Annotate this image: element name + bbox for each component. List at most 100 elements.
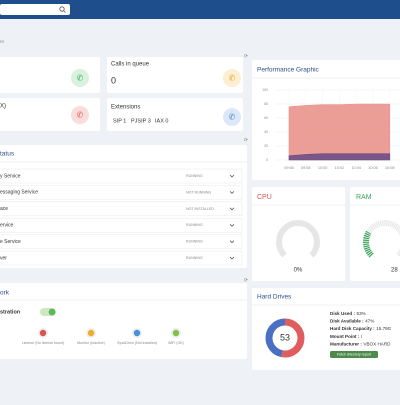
- card-title: Extensions: [111, 105, 140, 111]
- detail: Mount Point : /: [330, 334, 363, 339]
- service-row[interactable]: [0, 234, 243, 249]
- detail: Manufacturer : VBOX HARD: [330, 342, 391, 347]
- refresh-icon[interactable]: ⟳: [244, 137, 249, 143]
- y-tick-label: 40: [264, 130, 268, 134]
- status-label: WiFi (OK): [168, 341, 184, 345]
- phone-icon: [223, 108, 241, 126]
- donut-slice: [265, 318, 286, 358]
- gauge-label: 28: [391, 268, 398, 274]
- card-title: X): [0, 104, 6, 110]
- detail-label: Manufacturer :: [330, 342, 362, 347]
- x-tick-label: 10:08: [385, 166, 395, 170]
- chevron[interactable]: [229, 256, 235, 260]
- panel-title: Performance Graphic: [257, 67, 320, 74]
- area: [288, 153, 391, 161]
- x-tick-label: 10:04: [351, 166, 361, 170]
- detail: Hard Disk Capacity :15.79G: [330, 326, 392, 331]
- chevron[interactable]: [229, 240, 235, 244]
- status-dot: [87, 329, 95, 337]
- service-row[interactable]: [0, 168, 243, 184]
- panel: [0, 283, 247, 359]
- service-name: ace: [0, 206, 8, 212]
- panel: [252, 288, 400, 370]
- panel-title: tatus: [0, 151, 15, 158]
- detail-value: /: [361, 334, 363, 339]
- x-tick-label: 09:58: [301, 166, 311, 170]
- donut-slice: [281, 318, 305, 358]
- panel-title: ork: [0, 290, 10, 297]
- detail: Disk Used :53%: [330, 311, 366, 316]
- status-dot: [133, 329, 141, 337]
- card: [107, 57, 243, 93]
- service-state: NOT INSTALLED: [186, 207, 214, 211]
- top-bar: [0, 0, 400, 19]
- search-box[interactable]: [0, 4, 70, 15]
- detail-value: 53%: [357, 311, 366, 316]
- ext-count: IAX 0: [155, 118, 168, 124]
- detail-label: Hard Disk Capacity :: [330, 326, 375, 331]
- phone-icon: [71, 106, 89, 124]
- service-row[interactable]: [0, 185, 243, 200]
- chevron[interactable]: [229, 207, 235, 211]
- service-row[interactable]: [0, 217, 243, 233]
- panel-title: Hard Drives: [257, 294, 292, 301]
- service-name: ervice: [0, 223, 14, 229]
- chevron[interactable]: [229, 174, 235, 178]
- card-value: 0: [111, 75, 116, 85]
- detail-value: 47%: [365, 319, 374, 324]
- y-tick-label: 0: [266, 158, 268, 162]
- button[interactable]: [330, 351, 378, 358]
- refresh-icon[interactable]: ⟳: [244, 53, 249, 59]
- x-tick-label: 10:02: [335, 166, 345, 170]
- phone-icon: [223, 69, 241, 87]
- detail-label: Disk Available :: [330, 319, 364, 324]
- ext-count: SIP 1: [113, 118, 126, 124]
- panel-title: RAM: [356, 194, 372, 201]
- phone-icon: ✆: [229, 113, 236, 122]
- x-tick-label: 10:00: [318, 166, 328, 170]
- detail-value: VBOX HARD: [363, 342, 391, 347]
- button-label[interactable]: Fetch directory report: [337, 353, 371, 357]
- service-state: RUNNING: [186, 240, 203, 244]
- service-name: essaging Service: [0, 190, 38, 196]
- detail-value: 15.79G: [376, 326, 391, 331]
- donut-center: 53: [280, 332, 290, 342]
- service-row[interactable]: [0, 201, 243, 217]
- service-name: ver: [0, 255, 7, 261]
- phone-icon: ✆: [77, 74, 84, 83]
- service-name: e Service: [0, 239, 21, 245]
- gauge-value: [363, 230, 374, 258]
- service-row[interactable]: [0, 250, 243, 266]
- card: [107, 98, 243, 131]
- card: [0, 98, 100, 131]
- service-state: RUNNING: [186, 223, 203, 227]
- panel-title: CPU: [257, 194, 272, 201]
- x-tick-label: 10:06: [368, 166, 378, 170]
- panel: [350, 187, 400, 281]
- detail: Disk Available :47%: [330, 319, 374, 324]
- service-state: NOT RUNNING: [186, 190, 211, 194]
- panel: [252, 187, 345, 281]
- phone-icon: ✆: [229, 74, 236, 83]
- gauge-label: 0%: [294, 268, 303, 274]
- registration-label: stration: [0, 309, 21, 315]
- search-icon[interactable]: [59, 6, 65, 12]
- search-icon: [63, 10, 66, 13]
- refresh-icon[interactable]: ⟳: [244, 277, 249, 283]
- breadcrumb: nt: [0, 39, 5, 44]
- status-dot: [172, 329, 180, 337]
- chevron[interactable]: [229, 191, 235, 194]
- gauge-track: [276, 220, 320, 258]
- area: [288, 103, 391, 161]
- detail-label: Mount Point :: [330, 334, 360, 339]
- chevron[interactable]: [229, 223, 235, 227]
- status-dot: [39, 329, 47, 337]
- y-tick-label: 20: [264, 144, 268, 148]
- detail-label: Disk Used :: [330, 311, 355, 316]
- phone-icon: [71, 69, 89, 87]
- y-tick-label: 60: [264, 116, 268, 120]
- toggle-knob[interactable]: [48, 308, 56, 316]
- y-tick-label: 80: [264, 102, 268, 106]
